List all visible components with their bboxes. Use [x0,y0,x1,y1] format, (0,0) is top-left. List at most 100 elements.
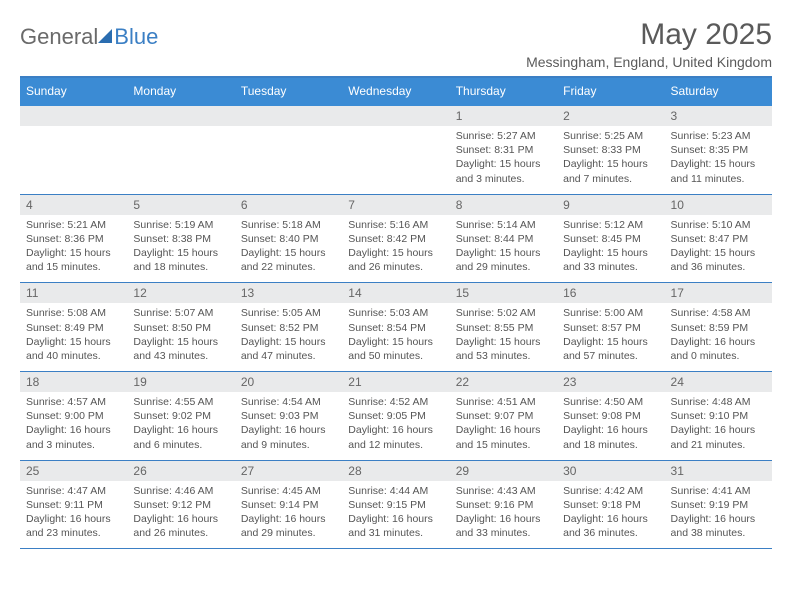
day-number: 23 [557,372,664,392]
day-details: Sunrise: 4:52 AMSunset: 9:05 PMDaylight:… [342,392,449,460]
page-title: May 2025 [526,18,772,52]
weekday-header: Wednesday [342,78,449,106]
sunrise-line: Sunrise: 4:44 AM [348,484,443,498]
sunset-line: Sunset: 8:59 PM [671,321,766,335]
day-details: Sunrise: 4:46 AMSunset: 9:12 PMDaylight:… [127,481,234,549]
calendar-day-cell: 2Sunrise: 5:25 AMSunset: 8:33 PMDaylight… [557,106,664,194]
day-details: Sunrise: 5:16 AMSunset: 8:42 PMDaylight:… [342,215,449,283]
sunset-line: Sunset: 9:07 PM [456,409,551,423]
sunrise-line: Sunrise: 5:12 AM [563,218,658,232]
calendar-day-cell: 5Sunrise: 5:19 AMSunset: 8:38 PMDaylight… [127,194,234,283]
day-details: Sunrise: 4:48 AMSunset: 9:10 PMDaylight:… [665,392,772,460]
sunset-line: Sunset: 9:16 PM [456,498,551,512]
day-details: Sunrise: 4:55 AMSunset: 9:02 PMDaylight:… [127,392,234,460]
brand-part1: General [20,24,98,50]
day-details: Sunrise: 4:44 AMSunset: 9:15 PMDaylight:… [342,481,449,549]
day-number: 27 [235,461,342,481]
day-number: 18 [20,372,127,392]
day-number: 4 [20,195,127,215]
brand-triangle-icon [98,29,112,43]
empty-day-number [20,106,127,126]
day-number: 12 [127,283,234,303]
day-details: Sunrise: 5:27 AMSunset: 8:31 PMDaylight:… [450,126,557,194]
day-details: Sunrise: 5:02 AMSunset: 8:55 PMDaylight:… [450,303,557,371]
day-details: Sunrise: 5:21 AMSunset: 8:36 PMDaylight:… [20,215,127,283]
daylight-line: Daylight: 16 hours and 33 minutes. [456,512,551,540]
day-details: Sunrise: 4:50 AMSunset: 9:08 PMDaylight:… [557,392,664,460]
daylight-line: Daylight: 15 hours and 47 minutes. [241,335,336,363]
day-details: Sunrise: 5:23 AMSunset: 8:35 PMDaylight:… [665,126,772,194]
sunset-line: Sunset: 9:00 PM [26,409,121,423]
day-number: 19 [127,372,234,392]
sunrise-line: Sunrise: 4:43 AM [456,484,551,498]
calendar-day-cell: 21Sunrise: 4:52 AMSunset: 9:05 PMDayligh… [342,372,449,461]
day-details: Sunrise: 5:10 AMSunset: 8:47 PMDaylight:… [665,215,772,283]
sunrise-line: Sunrise: 5:00 AM [563,306,658,320]
calendar-week-row: 18Sunrise: 4:57 AMSunset: 9:00 PMDayligh… [20,372,772,461]
sunset-line: Sunset: 9:10 PM [671,409,766,423]
day-number: 26 [127,461,234,481]
day-number: 31 [665,461,772,481]
day-details: Sunrise: 4:51 AMSunset: 9:07 PMDaylight:… [450,392,557,460]
day-details: Sunrise: 5:07 AMSunset: 8:50 PMDaylight:… [127,303,234,371]
sunrise-line: Sunrise: 5:27 AM [456,129,551,143]
day-number: 3 [665,106,772,126]
daylight-line: Daylight: 15 hours and 33 minutes. [563,246,658,274]
sunset-line: Sunset: 8:35 PM [671,143,766,157]
day-number: 1 [450,106,557,126]
calendar-day-cell: 19Sunrise: 4:55 AMSunset: 9:02 PMDayligh… [127,372,234,461]
sunset-line: Sunset: 8:31 PM [456,143,551,157]
sunrise-line: Sunrise: 4:54 AM [241,395,336,409]
sunset-line: Sunset: 8:42 PM [348,232,443,246]
day-number: 21 [342,372,449,392]
calendar-day-cell: 20Sunrise: 4:54 AMSunset: 9:03 PMDayligh… [235,372,342,461]
day-details: Sunrise: 5:14 AMSunset: 8:44 PMDaylight:… [450,215,557,283]
day-number: 2 [557,106,664,126]
sunset-line: Sunset: 8:49 PM [26,321,121,335]
sunset-line: Sunset: 9:15 PM [348,498,443,512]
sunrise-line: Sunrise: 5:21 AM [26,218,121,232]
calendar-day-cell: 14Sunrise: 5:03 AMSunset: 8:54 PMDayligh… [342,283,449,372]
sunrise-line: Sunrise: 4:41 AM [671,484,766,498]
sunset-line: Sunset: 8:57 PM [563,321,658,335]
sunset-line: Sunset: 8:38 PM [133,232,228,246]
calendar-day-cell: 31Sunrise: 4:41 AMSunset: 9:19 PMDayligh… [665,460,772,549]
sunset-line: Sunset: 8:45 PM [563,232,658,246]
sunrise-line: Sunrise: 4:42 AM [563,484,658,498]
daylight-line: Daylight: 15 hours and 57 minutes. [563,335,658,363]
calendar-day-cell: 26Sunrise: 4:46 AMSunset: 9:12 PMDayligh… [127,460,234,549]
day-details: Sunrise: 5:00 AMSunset: 8:57 PMDaylight:… [557,303,664,371]
sunset-line: Sunset: 8:36 PM [26,232,121,246]
sunrise-line: Sunrise: 4:45 AM [241,484,336,498]
weekday-header-row: SundayMondayTuesdayWednesdayThursdayFrid… [20,78,772,106]
title-block: May 2025 Messingham, England, United Kin… [526,18,772,70]
daylight-line: Daylight: 15 hours and 15 minutes. [26,246,121,274]
sunset-line: Sunset: 8:55 PM [456,321,551,335]
daylight-line: Daylight: 16 hours and 21 minutes. [671,423,766,451]
daylight-line: Daylight: 15 hours and 11 minutes. [671,157,766,185]
day-number: 10 [665,195,772,215]
sunset-line: Sunset: 9:19 PM [671,498,766,512]
day-number: 7 [342,195,449,215]
daylight-line: Daylight: 16 hours and 9 minutes. [241,423,336,451]
calendar-day-cell: 1Sunrise: 5:27 AMSunset: 8:31 PMDaylight… [450,106,557,194]
day-number: 30 [557,461,664,481]
sunrise-line: Sunrise: 4:52 AM [348,395,443,409]
sunset-line: Sunset: 8:44 PM [456,232,551,246]
calendar-day-cell: 24Sunrise: 4:48 AMSunset: 9:10 PMDayligh… [665,372,772,461]
sunset-line: Sunset: 8:52 PM [241,321,336,335]
weekday-header: Tuesday [235,78,342,106]
day-number: 24 [665,372,772,392]
daylight-line: Daylight: 16 hours and 29 minutes. [241,512,336,540]
empty-day-body [235,126,342,184]
day-details: Sunrise: 5:25 AMSunset: 8:33 PMDaylight:… [557,126,664,194]
daylight-line: Daylight: 16 hours and 18 minutes. [563,423,658,451]
calendar-day-cell: 17Sunrise: 4:58 AMSunset: 8:59 PMDayligh… [665,283,772,372]
day-number: 11 [20,283,127,303]
sunset-line: Sunset: 9:18 PM [563,498,658,512]
day-details: Sunrise: 4:45 AMSunset: 9:14 PMDaylight:… [235,481,342,549]
day-details: Sunrise: 5:12 AMSunset: 8:45 PMDaylight:… [557,215,664,283]
day-number: 5 [127,195,234,215]
calendar-week-row: 4Sunrise: 5:21 AMSunset: 8:36 PMDaylight… [20,194,772,283]
calendar-day-cell: 11Sunrise: 5:08 AMSunset: 8:49 PMDayligh… [20,283,127,372]
